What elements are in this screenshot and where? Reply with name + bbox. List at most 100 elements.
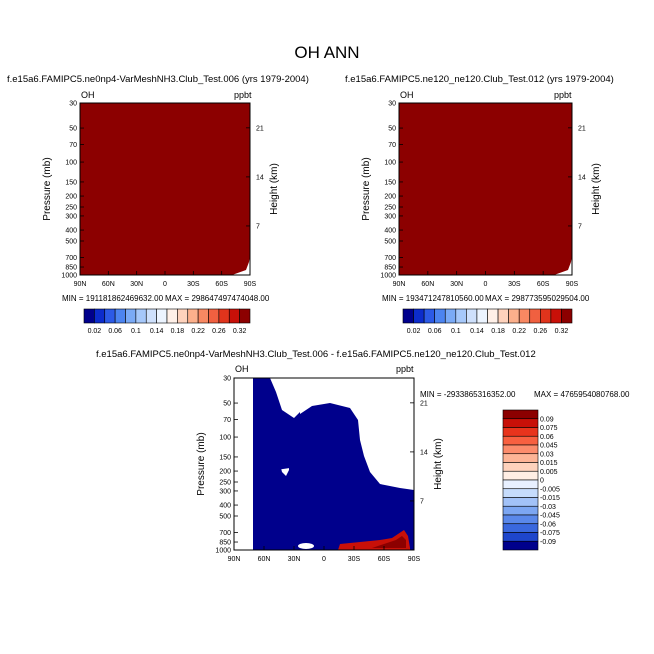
colorbar-2-label-3: 0.14 <box>470 328 484 335</box>
panel-2-ytick-label-12: 1000 <box>380 273 396 280</box>
panel-3-ytick-label-12: 1000 <box>215 548 231 555</box>
panel-2-y2label: Height (km) <box>591 163 602 215</box>
panel-3-zero-patch <box>298 543 314 549</box>
colorbar-1-swatch-7 <box>156 308 168 324</box>
panel-3-positive-core <box>372 536 406 548</box>
panel-3-left-core <box>253 378 300 470</box>
colorbar-1-swatch-3 <box>114 308 126 324</box>
panel-2-ytick-label-2: 70 <box>388 142 396 149</box>
panel-1-xtick-label-4: 30S <box>187 281 200 288</box>
panel-2-xtick-label-0: 90N <box>393 281 406 288</box>
colorbar-1-swatch-8 <box>166 308 178 324</box>
panel-3-ytick-label-11: 850 <box>219 540 231 547</box>
panel-3-ytick-label-0: 30 <box>223 376 231 383</box>
colorbar-2-swatch-6 <box>466 308 478 324</box>
colorbar-diff-label-13: -0.075 <box>540 530 560 537</box>
panel-1-ytick-label-11: 850 <box>65 265 77 272</box>
colorbar-2-swatch-11 <box>518 308 531 324</box>
panel-1-var: OH <box>81 90 95 100</box>
panel-3-ylabel: Pressure (mb) <box>196 432 207 495</box>
panel-2-htick-label-0: 21 <box>578 125 586 132</box>
panel-1-ytick-label-6: 250 <box>65 205 77 212</box>
panel-3-ytick-label-3: 100 <box>219 435 231 442</box>
colorbar-2-swatch-9 <box>497 308 509 324</box>
colorbar-diff-swatch-8 <box>502 479 539 490</box>
colorbar-2-swatch-14 <box>550 308 562 324</box>
panel-1-xtick-label-6: 90S <box>244 281 257 288</box>
panel-3-htick-label-2: 7 <box>420 498 424 505</box>
panel-1-ytick-label-5: 200 <box>65 194 77 201</box>
panel-2-ytick-label-4: 150 <box>384 179 396 186</box>
panel-3-units: ppbt <box>396 364 414 374</box>
colorbar-diff-swatch-5 <box>502 453 539 463</box>
panel-3-max: MAX = 4765954080768.00 <box>534 390 630 399</box>
colorbar-2-label-6: 0.26 <box>534 328 548 335</box>
colorbar-2-swatch-7 <box>476 308 488 324</box>
panel-2-xtick-label-5: 60S <box>537 281 550 288</box>
colorbar-diff-swatch-0 <box>502 409 539 420</box>
colorbar-diff-label-7: 0 <box>540 478 544 485</box>
panel-1-xtick-label-5: 60S <box>215 281 228 288</box>
panel-3-xtick-label-5: 60S <box>378 556 391 563</box>
panel-1-ytick-label-8: 400 <box>65 228 77 235</box>
colorbar-2-label-4: 0.18 <box>491 328 505 335</box>
panel-2-var: OH <box>400 90 414 100</box>
panel-1-ytick-label-0: 30 <box>69 101 77 108</box>
panel-3-xtick-label-3: 0 <box>322 556 326 563</box>
colorbar-1-swatch-2 <box>104 308 116 324</box>
panel-2-xtick-label-4: 30S <box>508 281 521 288</box>
panel-1-ytick-label-2: 70 <box>69 142 77 149</box>
colorbar-diff-label-9: -0.015 <box>540 495 560 502</box>
colorbar-2-swatch-15 <box>561 308 573 324</box>
panel-2-ytick-label-8: 400 <box>384 228 396 235</box>
panel-2-ytick-label-11: 850 <box>384 265 396 272</box>
panel-2-ytick-label-1: 50 <box>388 126 396 133</box>
panel-2-max: MAX = 298773595029504.00 <box>485 294 590 303</box>
panel-2-ytick-label-5: 200 <box>384 194 396 201</box>
colorbar-2-swatch-2 <box>423 308 435 324</box>
colorbar-diff-swatch-14 <box>502 532 539 542</box>
panel-1-plot: 305070100150200250300400500700850100090N… <box>42 101 280 289</box>
colorbar-1-label-2: 0.1 <box>131 328 141 335</box>
panel-2-min: MIN = 193471247810560.00 <box>382 294 484 303</box>
panel-2-plot: 305070100150200250300400500700850100090N… <box>361 101 602 289</box>
panel-1-units: ppbt <box>234 90 252 100</box>
panel-2-xtick-label-3: 0 <box>484 281 488 288</box>
panel-2-ylabel: Pressure (mb) <box>361 157 372 220</box>
panel-1-ylabel: Pressure (mb) <box>42 157 53 220</box>
panel-1-ytick-label-12: 1000 <box>61 273 77 280</box>
colorbar-diff-swatch-2 <box>502 427 539 437</box>
panel-2-xtick-label-1: 60N <box>421 281 434 288</box>
panel-3-ytick-label-1: 50 <box>223 401 231 408</box>
colorbar-1-swatch-14 <box>228 308 240 324</box>
colorbar-diff-swatch-4 <box>502 444 539 455</box>
colorbar-1-swatch-4 <box>125 308 137 324</box>
colorbar-2-swatch-0 <box>402 308 414 324</box>
colorbar-diff-label-12: -0.06 <box>540 521 556 528</box>
panel-2-xtick-label-2: 30N <box>450 281 463 288</box>
colorbar-1-swatch-12 <box>208 308 220 324</box>
colorbar-1-swatch-10 <box>187 308 199 324</box>
panel-1-xtick-label-3: 0 <box>163 281 167 288</box>
colorbar-diff-label-5: 0.015 <box>540 460 558 467</box>
panel-3-ytick-label-5: 200 <box>219 469 231 476</box>
panel-1-ytick-label-4: 150 <box>65 179 77 186</box>
colorbar-2-swatch-8 <box>487 308 499 324</box>
panel-2-ytick-label-6: 250 <box>384 205 396 212</box>
colorbar-1-label-4: 0.18 <box>171 328 185 335</box>
colorbar-diff-label-2: 0.06 <box>540 434 554 441</box>
panel-1-ytick-label-7: 300 <box>65 213 77 220</box>
panel-3-xtick-label-4: 30S <box>348 556 361 563</box>
colorbar-diff-swatch-11 <box>502 505 539 516</box>
colorbar-1-swatch-15 <box>239 308 251 324</box>
colorbar-1-label-7: 0.32 <box>233 328 247 335</box>
colorbar-2-swatch-5 <box>455 308 467 324</box>
panel-1-xtick-label-2: 30N <box>130 281 143 288</box>
colorbar-2-label-2: 0.1 <box>451 328 461 335</box>
panel-1-min: MIN = 191181862469632.00 <box>62 294 164 303</box>
panel-3-y2label: Height (km) <box>433 438 444 490</box>
panel-3-htick-label-1: 14 <box>420 449 428 456</box>
colorbar-1-swatch-0 <box>83 308 95 324</box>
